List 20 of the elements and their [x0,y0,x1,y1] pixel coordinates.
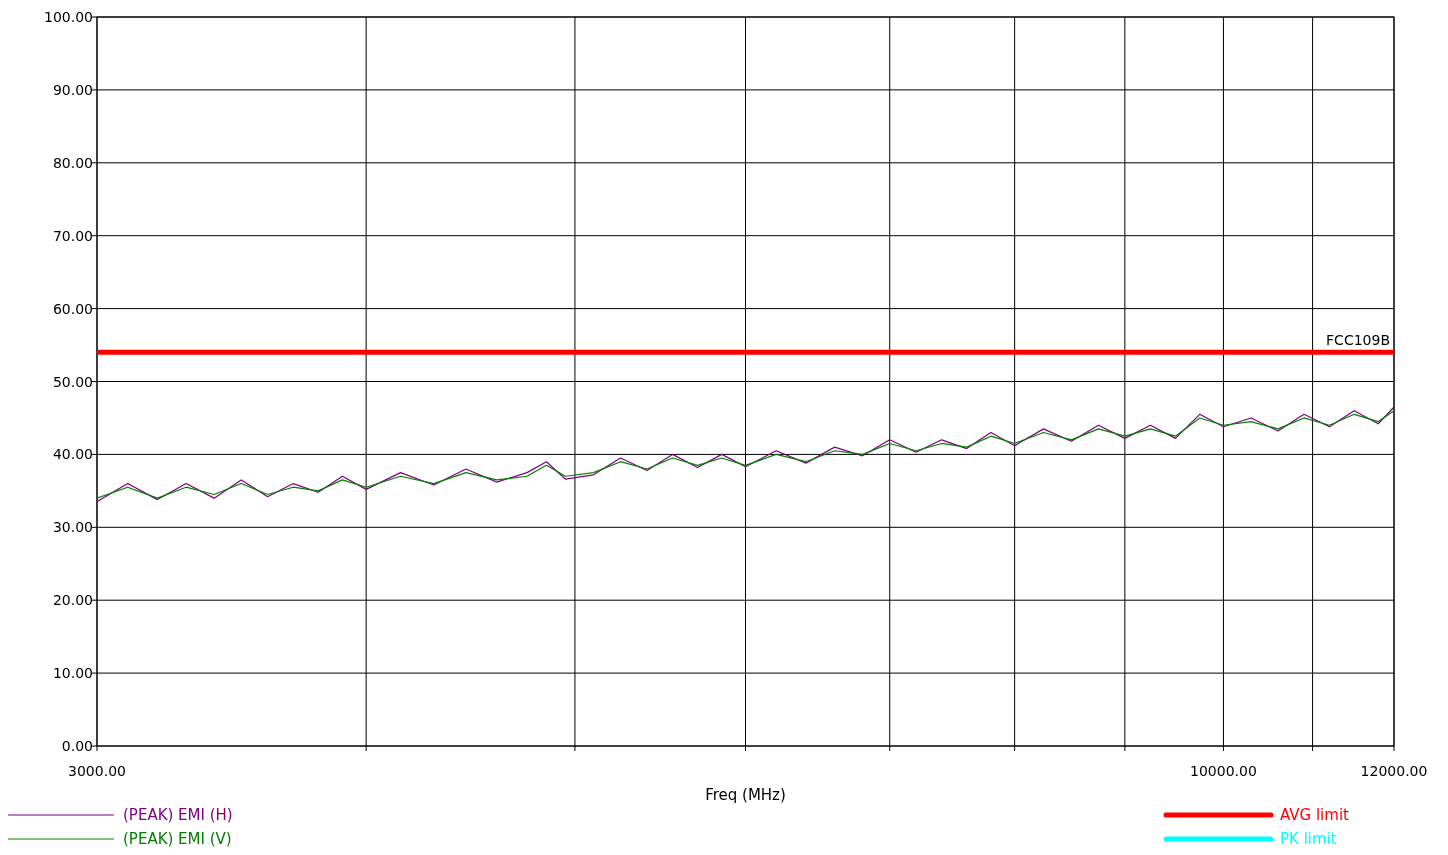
y-tick-label: 80.00 [52,154,93,171]
text: AVG limit [1280,806,1350,824]
y-tick-label: 20.00 [52,592,93,609]
text: (PEAK) EMI (V) [123,830,232,848]
y-tick-label: 30.00 [52,519,93,536]
y-tick-label: 10.00 [52,665,93,682]
y-tick-label: 60.00 [52,300,93,317]
y-tick-label: 100.00 [44,9,93,25]
y-tick-label: 0.00 [61,738,93,754]
legend-label: PK limit [1280,830,1337,848]
x-axis-title: Freq (MHz) [705,786,786,804]
y-tick-label: 50.00 [52,373,93,390]
y-tick-label: 70.00 [52,227,93,244]
x-tick-label: 10000.00 [1190,763,1257,779]
text: (PEAK) EMI (H) [123,806,233,824]
x-tick-label: 3000.00 [68,763,126,779]
annotation: FCC109B [1326,332,1390,349]
x-tick-label: 12000.00 [1360,763,1428,779]
y-tick-label: 40.00 [52,446,93,463]
y-tick-label: 90.00 [52,81,93,98]
